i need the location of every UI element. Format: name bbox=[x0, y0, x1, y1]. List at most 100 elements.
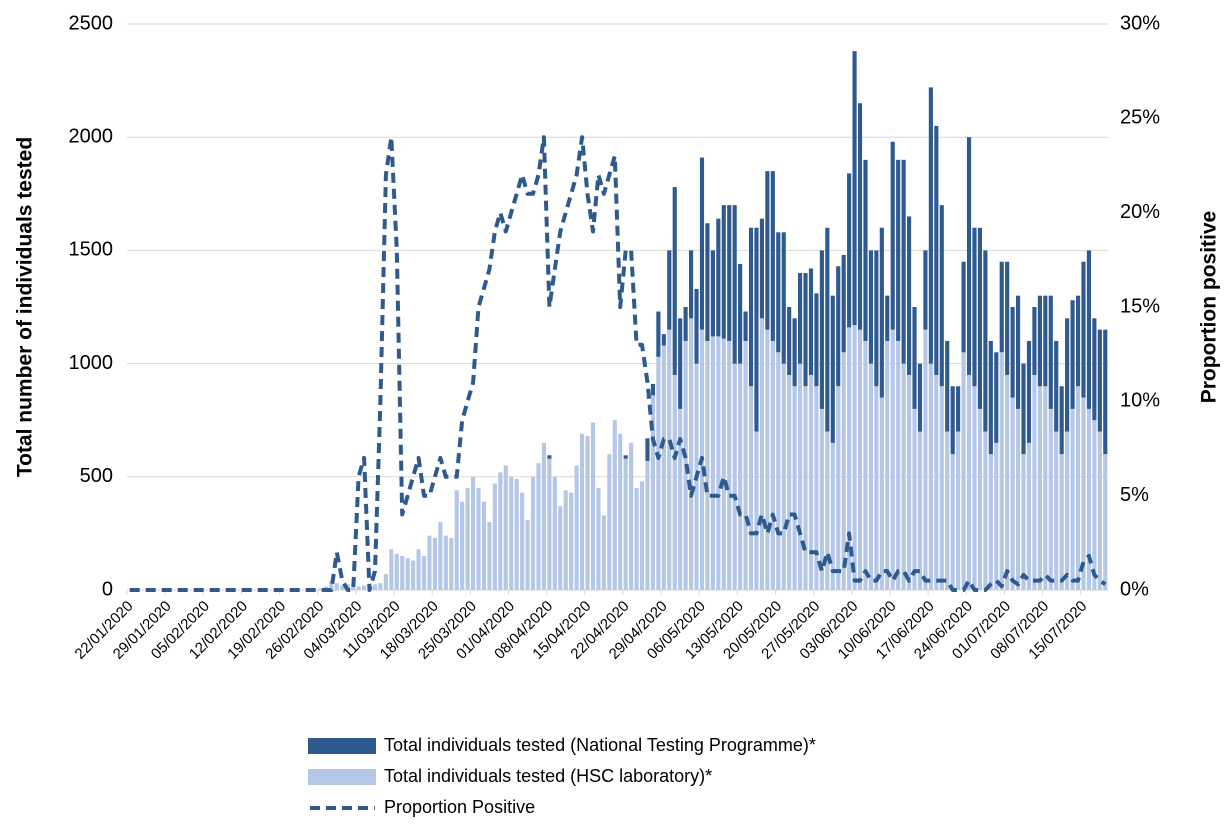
bar bbox=[934, 125, 939, 375]
bar bbox=[460, 501, 465, 590]
bar bbox=[765, 171, 770, 330]
bar bbox=[836, 266, 841, 387]
bar bbox=[716, 336, 721, 590]
bar bbox=[857, 103, 863, 330]
bar bbox=[421, 556, 427, 590]
bar bbox=[781, 363, 786, 590]
bar bbox=[901, 159, 906, 364]
bar bbox=[787, 374, 792, 590]
bar bbox=[721, 205, 726, 339]
bar bbox=[1026, 340, 1032, 443]
bar bbox=[509, 476, 514, 590]
bar bbox=[830, 442, 835, 590]
bar bbox=[471, 476, 476, 590]
bar bbox=[972, 386, 977, 590]
bar bbox=[574, 465, 579, 590]
bar bbox=[1092, 420, 1097, 590]
bar bbox=[1021, 454, 1026, 590]
legend-swatch bbox=[308, 769, 376, 785]
bar bbox=[596, 488, 601, 590]
bar bbox=[618, 433, 623, 590]
bar bbox=[912, 307, 917, 409]
y2-axis-title: Proportion positive bbox=[1198, 211, 1221, 404]
bar bbox=[334, 583, 339, 590]
bar bbox=[798, 273, 803, 364]
y2-tick-label: 15% bbox=[1120, 295, 1160, 317]
bar bbox=[1065, 431, 1070, 590]
bar bbox=[917, 431, 923, 590]
bar bbox=[738, 263, 743, 364]
bar bbox=[868, 363, 873, 590]
bar bbox=[1032, 307, 1037, 375]
bar bbox=[988, 340, 993, 455]
bar bbox=[732, 363, 737, 590]
bar bbox=[1048, 295, 1053, 409]
bar bbox=[847, 327, 852, 590]
bar bbox=[340, 585, 345, 590]
bar bbox=[743, 311, 748, 341]
bar bbox=[716, 218, 721, 337]
bar bbox=[329, 580, 334, 590]
bar bbox=[1097, 431, 1102, 590]
bar bbox=[694, 288, 699, 364]
bar bbox=[656, 356, 661, 590]
bar bbox=[928, 87, 933, 364]
bar bbox=[650, 383, 655, 396]
bar bbox=[541, 442, 546, 590]
bar bbox=[492, 483, 497, 590]
legend-swatch bbox=[308, 738, 376, 754]
bar bbox=[770, 171, 775, 341]
bar bbox=[808, 374, 814, 590]
bar bbox=[672, 374, 677, 590]
bar bbox=[939, 205, 944, 387]
bar bbox=[416, 549, 421, 590]
bar bbox=[1081, 397, 1086, 590]
bar bbox=[710, 250, 715, 337]
bar bbox=[405, 558, 410, 590]
bar bbox=[727, 205, 732, 341]
bar bbox=[792, 386, 797, 590]
bar bbox=[1059, 454, 1064, 590]
bar bbox=[1059, 386, 1064, 455]
bar bbox=[803, 386, 808, 590]
bar bbox=[1021, 363, 1026, 455]
bar bbox=[661, 334, 666, 346]
bar bbox=[999, 352, 1004, 590]
bar bbox=[808, 268, 814, 375]
bar bbox=[689, 318, 694, 590]
bar bbox=[1081, 261, 1086, 398]
bar bbox=[830, 295, 835, 443]
legend-label: Total individuals tested (HSC laboratory… bbox=[384, 766, 712, 786]
bar bbox=[580, 433, 585, 590]
bar bbox=[530, 476, 536, 590]
bar bbox=[487, 522, 492, 590]
bar bbox=[1103, 329, 1108, 455]
bar bbox=[514, 479, 519, 590]
bar bbox=[569, 492, 574, 590]
bar bbox=[966, 137, 972, 375]
bar bbox=[994, 352, 999, 443]
y-tick-label: 2000 bbox=[69, 125, 114, 147]
bar bbox=[465, 488, 470, 590]
bar bbox=[383, 574, 388, 590]
bar bbox=[650, 395, 655, 590]
bar bbox=[879, 227, 884, 398]
bar bbox=[721, 338, 726, 590]
bar bbox=[1005, 261, 1010, 375]
bar bbox=[705, 223, 710, 341]
bar bbox=[318, 588, 323, 590]
y2-tick-label: 30% bbox=[1120, 12, 1160, 34]
bar bbox=[547, 458, 552, 590]
bar bbox=[705, 340, 710, 590]
y-tick-label: 1500 bbox=[69, 239, 114, 261]
y2-tick-label: 0% bbox=[1120, 578, 1149, 600]
bar bbox=[934, 374, 939, 590]
bar bbox=[961, 261, 966, 353]
bar bbox=[481, 501, 487, 590]
bar bbox=[585, 436, 590, 590]
bar bbox=[672, 187, 677, 375]
legend-label: Total individuals tested (National Testi… bbox=[384, 735, 816, 755]
y-axis-title: Total number of individuals tested bbox=[14, 137, 37, 477]
bar bbox=[999, 261, 1004, 353]
